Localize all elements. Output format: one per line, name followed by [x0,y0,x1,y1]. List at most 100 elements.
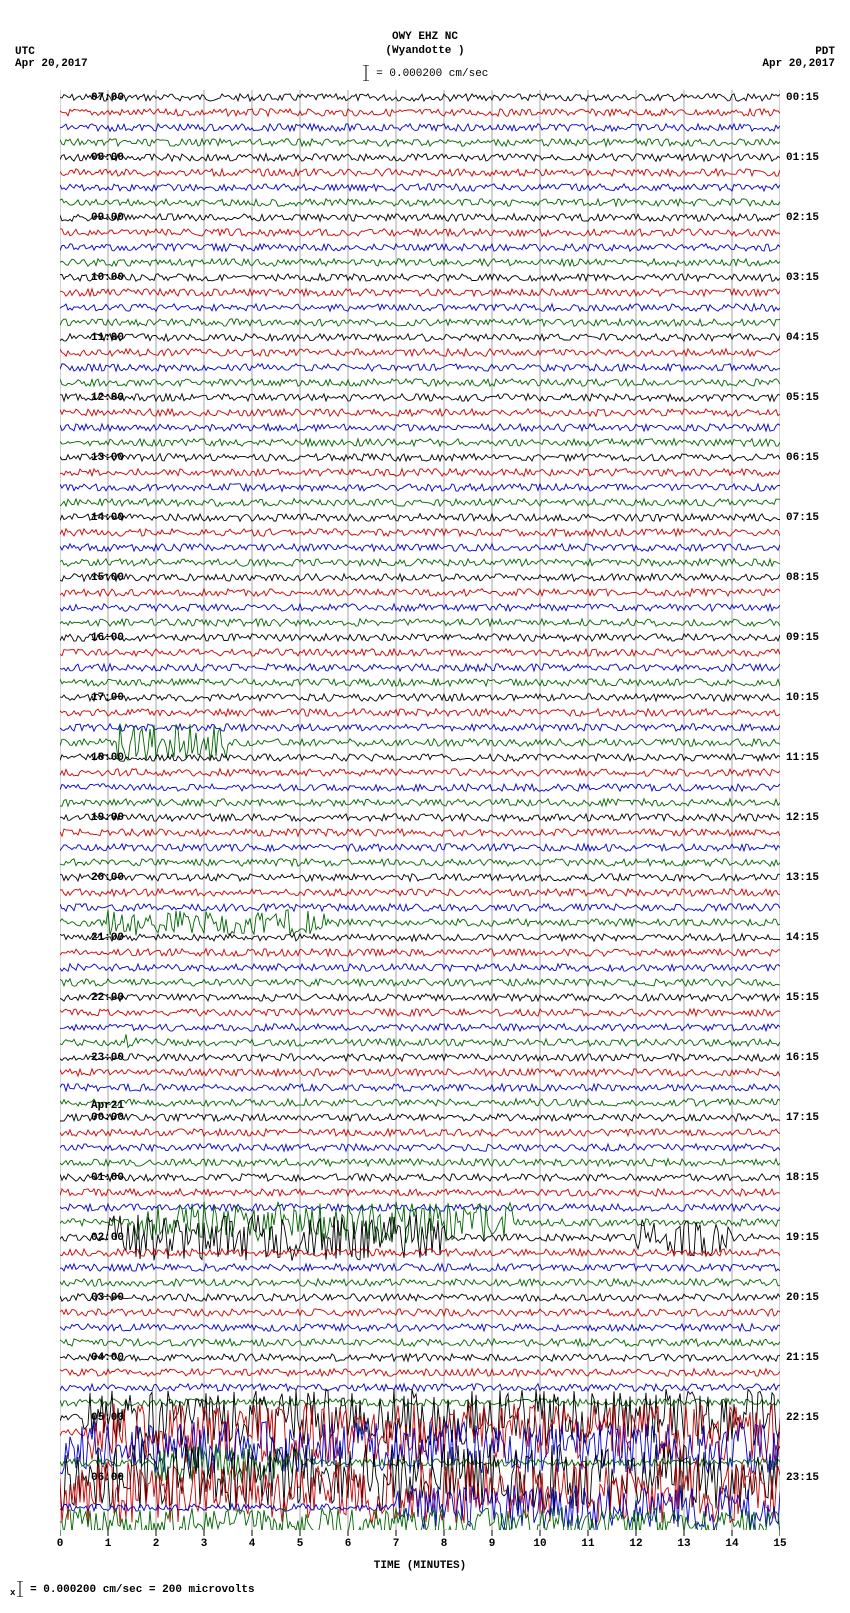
seismic-trace [60,1339,780,1346]
seismic-trace [60,214,780,221]
seismic-trace [60,1144,780,1151]
seismic-trace [60,1389,780,1446]
seismic-trace [60,1174,780,1181]
seismic-trace [60,1009,780,1016]
seismic-trace [60,799,780,806]
pdt-time-label: 18:15 [786,1172,846,1184]
seismic-trace [60,559,780,566]
seismic-trace [60,124,780,131]
seismic-trace [60,910,780,936]
utc-time-label: 03:00 [64,1292,124,1304]
seismic-trace [60,664,780,671]
utc-time-label: 02:00 [64,1232,124,1244]
seismogram-plot [60,90,780,1530]
seismic-trace [60,619,780,626]
pdt-time-label: 23:15 [786,1472,846,1484]
seismic-trace [60,694,780,701]
seismic-trace [60,889,780,896]
pdt-time-label: 20:15 [786,1292,846,1304]
pdt-time-label: 22:15 [786,1412,846,1424]
tz-right: PDT [815,46,835,58]
pdt-time-label: 14:15 [786,932,846,944]
x-axis-title: TIME (MINUTES) [60,1560,780,1572]
seismic-trace [60,364,780,371]
seismic-trace [60,1485,780,1530]
seismic-trace [60,94,780,101]
seismic-trace [60,529,780,536]
seismic-trace [60,229,780,236]
utc-time-label: 20:00 [64,872,124,884]
utc-time-label: 01:00 [64,1172,124,1184]
seismic-trace [60,259,780,266]
seismic-trace [60,1384,780,1391]
pdt-time-label: 12:15 [786,812,846,824]
seismic-trace [60,859,780,866]
seismic-trace [60,1204,780,1211]
seismic-trace [60,109,780,116]
seismic-trace [60,979,780,986]
chart-title: OWY EHZ NC (Wyandotte ) [0,30,850,58]
pdt-time-label: 16:15 [786,1052,846,1064]
footer-scale: x = 0.000200 cm/sec = 200 microvolts [10,1581,255,1598]
pdt-time-label: 01:15 [786,152,846,164]
seismic-trace [60,1354,780,1361]
pdt-time-label: 03:15 [786,272,846,284]
pdt-time-label: 02:15 [786,212,846,224]
pdt-time-label: 08:15 [786,572,846,584]
seismic-trace [60,724,780,731]
x-axis: 0123456789101112131415 [60,1530,780,1560]
scale-value: = 0.000200 cm/sec [370,68,489,80]
tz-left: UTC [15,46,35,58]
page: OWY EHZ NC (Wyandotte ) = 0.000200 cm/se… [0,0,850,1613]
seismic-trace [60,1069,780,1076]
pdt-time-label: 04:15 [786,332,846,344]
pdt-time-label: 07:15 [786,512,846,524]
pdt-time-label: 00:15 [786,92,846,104]
utc-time-label: 09:00 [64,212,124,224]
seismic-trace [60,334,780,341]
seismic-trace [60,1099,780,1106]
scale-legend: = 0.000200 cm/sec [0,65,850,81]
seismic-trace [60,1399,780,1406]
seismic-trace [60,679,780,686]
utc-time-label: 08:00 [64,152,124,164]
seismic-trace [60,589,780,596]
utc-time-label: 11:00 [64,332,124,344]
seismic-trace [60,1294,780,1301]
seismic-trace [60,604,780,611]
footer-text2: 200 microvolts [162,1584,254,1596]
seismic-trace [60,709,780,716]
pdt-time-label: 11:15 [786,752,846,764]
seismic-trace [60,319,780,326]
utc-time-label: 19:00 [64,812,124,824]
pdt-time-label: 09:15 [786,632,846,644]
seismic-trace [60,169,780,176]
utc-time-label: 16:00 [64,632,124,644]
seismic-trace [60,424,780,431]
seismic-trace [60,544,780,551]
seismic-trace [60,1024,780,1031]
seismic-trace [60,1264,780,1271]
utc-time-label: 10:00 [64,272,124,284]
seismic-trace [60,1034,780,1047]
seismic-trace [60,469,780,476]
seismic-trace [60,139,780,146]
pdt-time-label: 06:15 [786,452,846,464]
pdt-time-label: 17:15 [786,1112,846,1124]
seismic-trace [60,1129,780,1136]
seismic-trace [60,499,780,506]
pdt-time-label: 19:15 [786,1232,846,1244]
seismic-trace [60,394,780,401]
utc-date-label: Apr21 [64,1100,124,1112]
seismic-trace [60,1279,780,1286]
seismic-trace [60,184,780,191]
seismic-trace [60,874,780,881]
date-left: Apr 20,2017 [15,58,88,70]
pdt-time-label: 15:15 [786,992,846,1004]
seismic-trace [60,1508,780,1530]
utc-time-label: 05:00 [64,1412,124,1424]
utc-time-label: 21:00 [64,932,124,944]
seismic-trace [60,1084,780,1091]
seismic-trace [60,274,780,281]
seismic-trace [60,964,780,971]
